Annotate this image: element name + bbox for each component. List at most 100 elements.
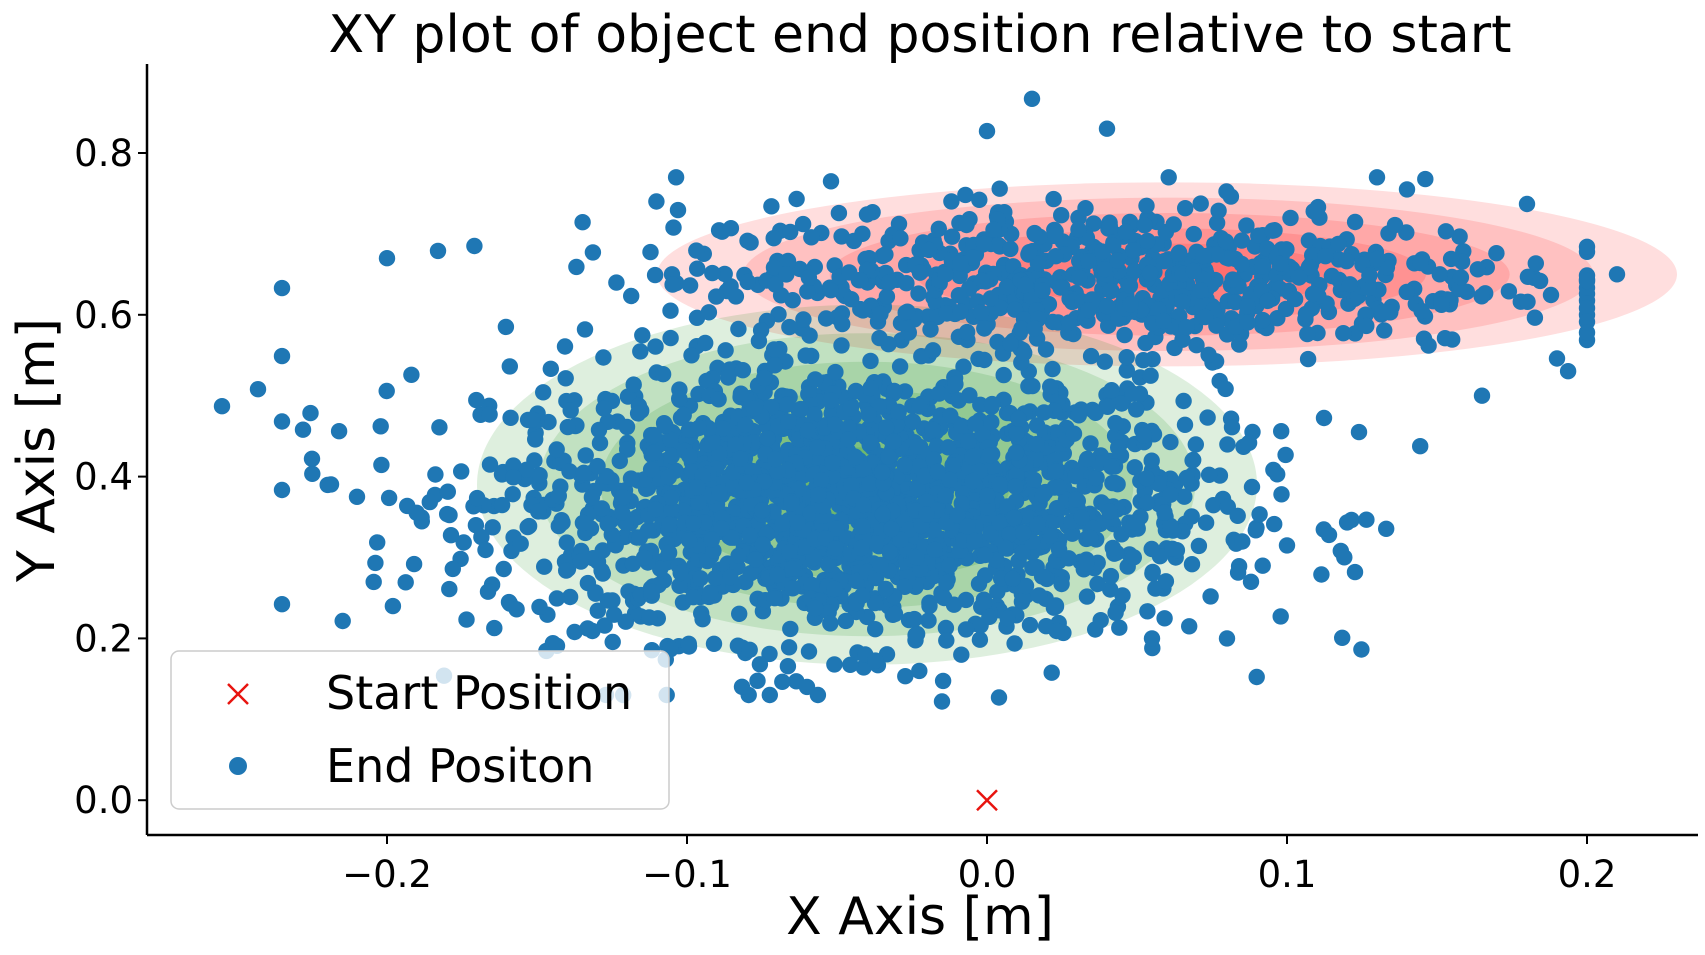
end-position-point [939, 439, 957, 456]
end-position-point [800, 643, 818, 660]
end-position-point [559, 418, 576, 436]
end-position-point [1070, 269, 1088, 286]
end-position-point [1139, 603, 1156, 620]
end-position-point [273, 279, 291, 297]
end-position-point [765, 259, 783, 276]
end-position-point [872, 305, 889, 323]
end-position-point [877, 580, 894, 598]
end-position-point [439, 505, 456, 523]
end-position-point [1452, 269, 1470, 286]
end-position-point [991, 476, 1008, 493]
end-position-point [1500, 283, 1518, 300]
end-position-point [595, 400, 613, 417]
end-position-point [1518, 195, 1536, 213]
end-position-point [1200, 466, 1218, 483]
end-position-point [842, 656, 859, 673]
end-position-point [1124, 242, 1142, 259]
end-position-point [1217, 233, 1235, 250]
end-position-point [654, 366, 672, 383]
end-position-point [512, 535, 529, 552]
x-tick-label: −0.1 [642, 853, 732, 896]
end-position-point [1122, 296, 1139, 313]
end-position-point [1223, 419, 1241, 436]
end-position-point [739, 273, 756, 291]
end-position-point [213, 398, 231, 415]
end-position-point [1224, 271, 1241, 288]
end-position-point [782, 620, 799, 638]
end-position-point [1200, 346, 1217, 363]
end-position-point [639, 522, 657, 539]
end-position-point [1162, 486, 1179, 503]
end-position-point [1164, 540, 1181, 557]
end-position-point [1242, 573, 1260, 590]
end-position-point [646, 266, 664, 284]
end-position-point [1559, 363, 1577, 380]
end-position-point [883, 520, 900, 538]
end-position-point [273, 596, 291, 613]
end-position-point [1341, 276, 1359, 293]
end-position-point [1026, 320, 1043, 337]
end-position-point [1177, 200, 1194, 217]
end-position-point [1286, 290, 1304, 308]
end-position-point [1437, 223, 1455, 240]
end-position-point [705, 635, 723, 652]
end-position-point [1376, 322, 1393, 339]
end-position-point [1290, 269, 1308, 286]
end-position-point [561, 463, 578, 480]
end-position-point [1208, 246, 1225, 263]
end-position-point [1254, 311, 1272, 329]
end-position-point [1135, 352, 1152, 369]
end-position-point [1117, 223, 1135, 241]
end-position-point [947, 375, 964, 393]
end-position-point [1007, 444, 1025, 461]
end-position-point [907, 626, 924, 644]
end-position-point [711, 484, 728, 502]
end-position-point [1099, 398, 1116, 415]
end-position-point [662, 302, 679, 319]
start-position-marker [976, 789, 998, 812]
end-position-point [683, 347, 700, 364]
end-position-point [732, 385, 750, 402]
end-position-point [966, 532, 983, 549]
end-position-point [348, 488, 366, 505]
end-position-point [625, 376, 642, 393]
end-position-point [976, 546, 994, 564]
end-position-point [273, 413, 291, 430]
end-position-point [1413, 302, 1430, 320]
end-position-point [991, 180, 1008, 197]
end-position-point [854, 225, 871, 242]
end-position-point [1412, 438, 1429, 455]
end-position-point [1142, 367, 1159, 384]
end-position-point [910, 285, 927, 302]
end-position-point [1170, 245, 1187, 262]
end-position-point [486, 619, 503, 637]
end-position-point [1001, 526, 1018, 543]
end-position-point [484, 519, 501, 536]
end-position-point [937, 266, 954, 283]
end-position-point [916, 467, 933, 485]
end-position-point [1023, 90, 1041, 108]
end-position-point [1202, 588, 1219, 605]
end-position-point [643, 583, 660, 600]
end-position-point [795, 311, 812, 328]
end-position-point [590, 421, 608, 439]
x-axis-label: X Axis [m] [786, 887, 1054, 947]
end-position-point [1035, 404, 1053, 421]
end-position-point [951, 267, 968, 285]
chart-title: XY plot of object end position relative … [328, 5, 1511, 65]
end-position-point [890, 403, 907, 420]
end-position-point [766, 590, 783, 607]
end-position-point [1007, 478, 1024, 495]
end-position-point [833, 228, 850, 245]
end-position-point [663, 501, 680, 518]
end-position-point [635, 549, 653, 566]
end-position-point [663, 489, 680, 506]
end-position-point [641, 609, 658, 626]
end-position-point [554, 514, 571, 531]
end-position-point [1368, 169, 1386, 186]
end-position-point [593, 500, 611, 517]
end-position-point [1037, 341, 1055, 358]
end-position-point [826, 656, 843, 673]
end-position-point [898, 275, 915, 292]
end-position-point [330, 423, 348, 440]
